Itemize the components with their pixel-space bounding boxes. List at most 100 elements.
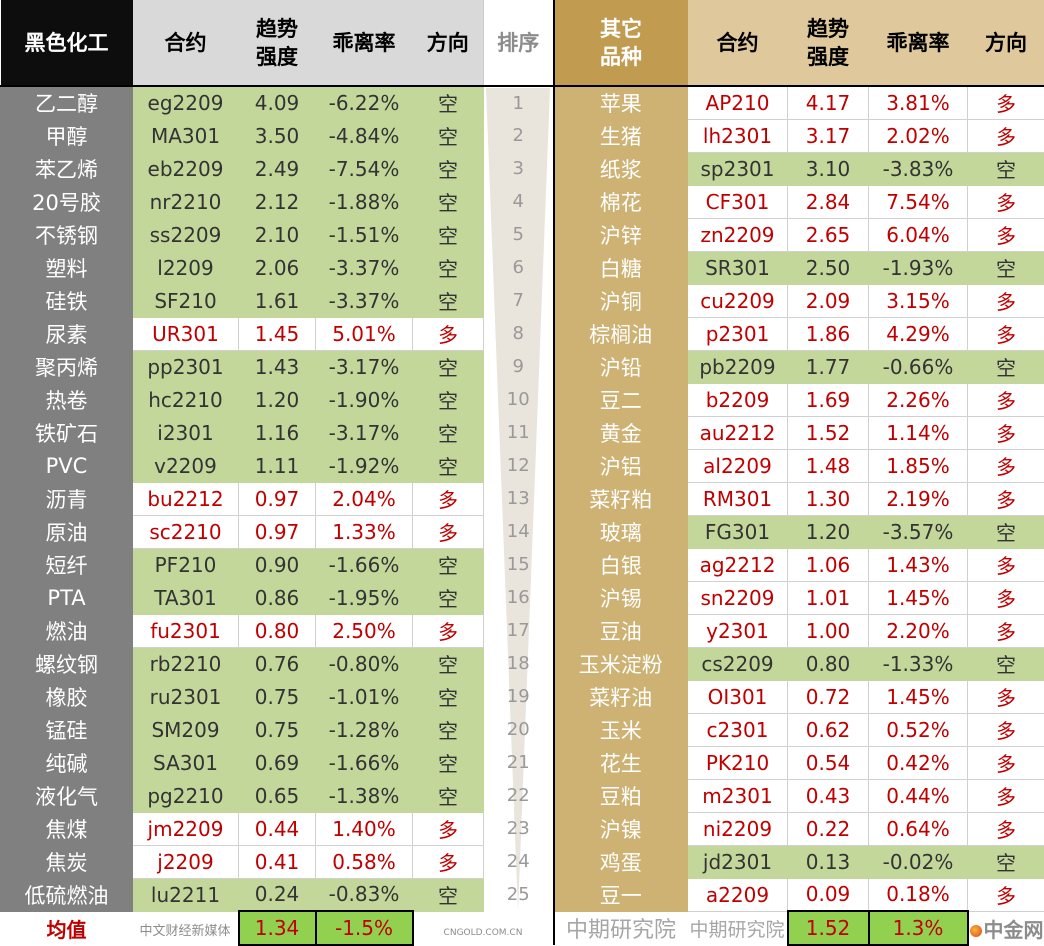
table-row: 原油 sc2210 0.97 1.33% 多 14 玻璃 FG301 1.20 -3.57% 空 bbox=[0, 514, 1044, 549]
col-contract: 合约 bbox=[132, 0, 239, 87]
right-contract: FG301 bbox=[687, 514, 788, 549]
left-contract: fu2301 bbox=[132, 613, 239, 648]
right-direction: 多 bbox=[967, 712, 1044, 747]
rank-number: 17 bbox=[483, 614, 555, 647]
col-deviation: 乖离率 bbox=[315, 0, 413, 87]
left-variety: PVC bbox=[0, 448, 133, 483]
left-strength: 3.50 bbox=[238, 118, 316, 153]
right-variety: 菜籽粕 bbox=[553, 481, 688, 516]
right-strength: 1.69 bbox=[787, 382, 869, 417]
right-direction: 多 bbox=[967, 481, 1044, 516]
right-contract: lh2301 bbox=[687, 118, 788, 153]
right-direction: 多 bbox=[967, 811, 1044, 846]
left-deviation: 1.40% bbox=[315, 811, 413, 846]
right-contract: RM301 bbox=[687, 481, 788, 516]
rank-number: 18 bbox=[483, 647, 555, 680]
right-contract: al2209 bbox=[687, 448, 788, 483]
right-deviation: 1.43% bbox=[868, 547, 968, 582]
left-contract: j2209 bbox=[132, 844, 239, 879]
table-row: 橡胶 ru2301 0.75 -1.01% 空 19 菜籽油 OI301 0.72 1.45% 多 bbox=[0, 679, 1044, 714]
right-deviation: 3.15% bbox=[868, 283, 968, 318]
left-direction: 空 bbox=[412, 415, 484, 450]
right-deviation: 7.54% bbox=[868, 184, 968, 219]
left-strength: 1.43 bbox=[238, 349, 316, 384]
right-strength: 0.80 bbox=[787, 646, 869, 681]
col-deviation-right: 乖离率 bbox=[868, 0, 968, 87]
right-avg-strength: 1.52 bbox=[786, 910, 870, 946]
right-direction: 多 bbox=[967, 85, 1044, 120]
left-contract: PF210 bbox=[132, 547, 239, 582]
left-variety: 20号胶 bbox=[0, 184, 133, 219]
right-direction: 多 bbox=[967, 778, 1044, 813]
table-row: PVC v2209 1.11 -1.92% 空 12 沪铝 al2209 1.48 1.85% 多 bbox=[0, 448, 1044, 483]
left-strength: 2.10 bbox=[238, 217, 316, 252]
table-row: 螺纹钢 rb2210 0.76 -0.80% 空 18 玉米淀粉 cs2209 0.80 -1.3… bbox=[0, 646, 1044, 681]
col-direction-right: 方向 bbox=[967, 0, 1044, 87]
right-variety: 生猪 bbox=[553, 118, 688, 153]
right-title-line2: 品种 bbox=[600, 44, 642, 69]
left-variety: 铁矿石 bbox=[0, 415, 133, 450]
right-deviation: 0.42% bbox=[868, 745, 968, 780]
table-row: 短纤 PF210 0.90 -1.66% 空 15 白银 ag2212 1.06 1.43% 多 bbox=[0, 547, 1044, 582]
rank-number: 2 bbox=[483, 119, 555, 152]
right-contract: jd2301 bbox=[687, 844, 788, 879]
left-variety: 燃油 bbox=[0, 613, 133, 648]
right-strength: 2.84 bbox=[787, 184, 869, 219]
right-direction: 多 bbox=[967, 184, 1044, 219]
col-direction: 方向 bbox=[412, 0, 484, 87]
left-strength: 2.06 bbox=[238, 250, 316, 285]
right-variety: 沪锌 bbox=[553, 217, 688, 252]
left-strength: 0.86 bbox=[238, 580, 316, 615]
right-variety: 菜籽油 bbox=[553, 679, 688, 714]
logo-domain: CNGOLD.COM.CN bbox=[443, 928, 523, 939]
left-deviation: -1.01% bbox=[315, 679, 413, 714]
right-strength: 0.54 bbox=[787, 745, 869, 780]
left-strength: 0.44 bbox=[238, 811, 316, 846]
left-direction: 多 bbox=[412, 481, 484, 516]
left-direction: 空 bbox=[412, 217, 484, 252]
left-contract: hc2210 bbox=[132, 382, 239, 417]
rank-number: 13 bbox=[483, 482, 555, 515]
right-deviation: 0.52% bbox=[868, 712, 968, 747]
left-deviation: -3.37% bbox=[315, 283, 413, 318]
right-contract: zn2209 bbox=[687, 217, 788, 252]
right-direction: 多 bbox=[967, 580, 1044, 615]
left-direction: 空 bbox=[412, 349, 484, 384]
col-strength: 趋势强度 bbox=[238, 0, 316, 87]
col-strength-label: 趋势强度 bbox=[256, 16, 298, 69]
left-direction: 多 bbox=[412, 514, 484, 549]
right-deviation: 0.18% bbox=[868, 877, 968, 912]
left-contract: SF210 bbox=[132, 283, 239, 318]
right-deviation: 1.14% bbox=[868, 415, 968, 450]
left-variety: 锰硅 bbox=[0, 712, 133, 747]
right-variety: 花生 bbox=[553, 745, 688, 780]
right-direction: 空 bbox=[967, 514, 1044, 549]
left-deviation: 2.04% bbox=[315, 481, 413, 516]
table-row: 低硫燃油 lu2211 0.24 -0.83% 空 25 豆一 a2209 0.09 0.18% 多 bbox=[0, 877, 1044, 912]
right-variety: 白银 bbox=[553, 547, 688, 582]
rank-number: 12 bbox=[483, 449, 555, 482]
right-direction: 空 bbox=[967, 151, 1044, 186]
watermark-cell: 中期研究院 bbox=[554, 911, 688, 945]
right-contract: OI301 bbox=[687, 679, 788, 714]
left-variety: 硅铁 bbox=[0, 283, 133, 318]
left-strength: 0.97 bbox=[238, 514, 316, 549]
right-variety: 沪铜 bbox=[553, 283, 688, 318]
strength-line1: 趋势 bbox=[807, 16, 849, 41]
right-contract: c2301 bbox=[687, 712, 788, 747]
table-row: 不锈钢 ss2209 2.10 -1.51% 空 5 沪锌 zn2209 2.65 6.04% 多 bbox=[0, 217, 1044, 252]
header-row: 黑色化工 合约 趋势强度 乖离率 方向 排序 其它 品种 合约 趋势 强度 乖离率 … bbox=[0, 0, 1044, 87]
right-contract: sp2301 bbox=[687, 151, 788, 186]
left-contract: sc2210 bbox=[132, 514, 239, 549]
watermark: 中期研究院 bbox=[689, 918, 785, 941]
left-contract: UR301 bbox=[132, 316, 239, 351]
left-deviation: -1.90% bbox=[315, 382, 413, 417]
right-strength: 2.09 bbox=[787, 283, 869, 318]
left-direction: 多 bbox=[412, 316, 484, 351]
left-deviation: -1.51% bbox=[315, 217, 413, 252]
rank-number: 25 bbox=[483, 878, 555, 911]
col-strength-right: 趋势 强度 bbox=[787, 0, 869, 87]
right-variety: 白糖 bbox=[553, 250, 688, 285]
left-deviation: -7.54% bbox=[315, 151, 413, 186]
left-contract: eb2209 bbox=[132, 151, 239, 186]
